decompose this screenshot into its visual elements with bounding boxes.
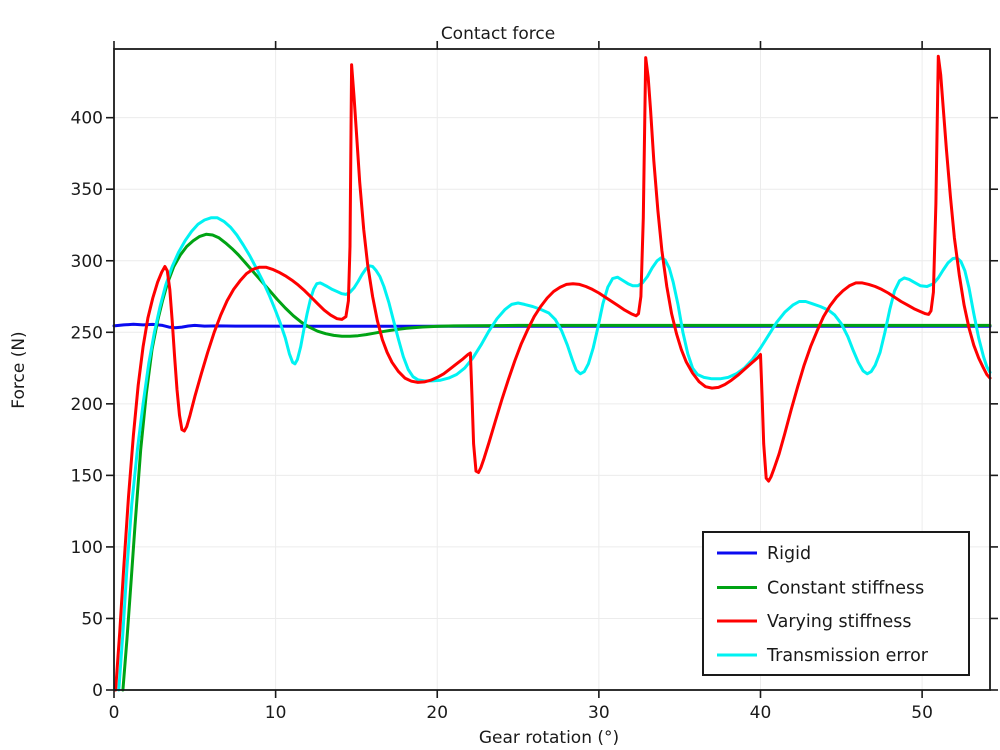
legend-label-constant-stiffness: Constant stiffness <box>767 579 924 599</box>
series-line-transmission-error <box>117 216 992 692</box>
legend-box <box>702 531 970 676</box>
x-tick-label: 0 <box>109 703 120 723</box>
x-tick-label: 50 <box>911 703 933 723</box>
legend-label-rigid: Rigid <box>767 544 811 564</box>
series-line-varying-stiffness <box>114 54 992 692</box>
y-tick-label: 400 <box>71 109 103 129</box>
series-lines <box>112 54 992 692</box>
x-tick-label: 10 <box>265 703 287 723</box>
y-tick-label: 350 <box>71 180 103 200</box>
chart-title: Contact force <box>441 24 555 44</box>
x-axis-label: Gear rotation (°) <box>479 728 619 748</box>
x-tick-label: 40 <box>750 703 772 723</box>
y-tick-label: 300 <box>71 252 103 272</box>
y-tick-label: 0 <box>92 681 103 701</box>
x-tick-label: 30 <box>588 703 610 723</box>
tick-labels: 0 10 20 30 40 50 0 50 100 150 200 250 300 350 400 <box>71 109 933 723</box>
legend: Rigid Constant stiffness Varying stiffness… <box>702 531 970 676</box>
plot-frame-and-ticks <box>106 41 998 698</box>
y-tick-label: 250 <box>71 323 103 343</box>
legend-label-transmission-error: Transmission error <box>766 646 929 666</box>
y-axis-label: Force (N) <box>9 331 29 408</box>
y-tick-label: 150 <box>71 466 103 486</box>
plot-border <box>113 48 991 691</box>
x-tick-label: 20 <box>426 703 448 723</box>
legend-label-varying-stiffness: Varying stiffness <box>767 612 912 632</box>
y-tick-label: 100 <box>71 538 103 558</box>
y-tick-label: 50 <box>81 609 103 629</box>
y-tick-label: 200 <box>71 395 103 415</box>
